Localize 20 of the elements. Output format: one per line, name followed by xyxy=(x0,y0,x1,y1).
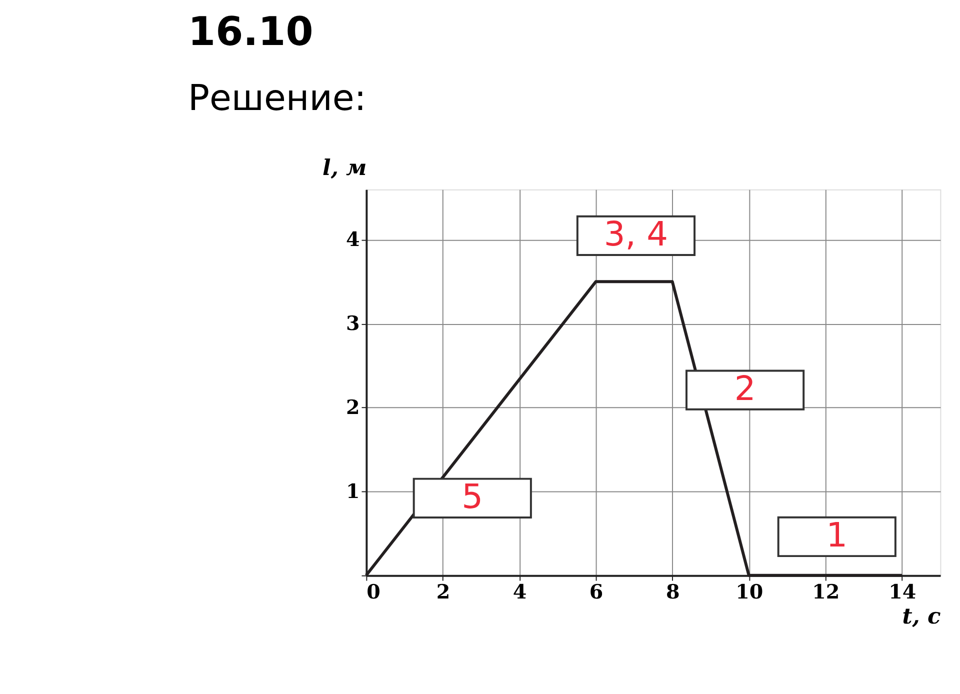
x-tick-label: 10 xyxy=(736,580,764,604)
y-tick-label: 3 xyxy=(346,311,360,336)
x-tick-label: 2 xyxy=(436,580,450,604)
x-tick-label: 12 xyxy=(812,580,840,604)
y-tick-label: 4 xyxy=(346,227,360,252)
x-tick-label: 6 xyxy=(589,580,604,604)
chart-subtitle: Решение: xyxy=(188,78,366,120)
x-tick-label: 8 xyxy=(666,580,680,604)
annotation: 3, 4 xyxy=(604,214,668,254)
x-tick-label: 14 xyxy=(888,580,916,604)
x-tick-label: 0 xyxy=(366,580,380,604)
x-tick-label: 4 xyxy=(512,580,527,604)
annotation: 2 xyxy=(734,368,756,408)
annotation: 5 xyxy=(462,477,484,516)
chart-title: 16.10 xyxy=(188,8,314,55)
annotation: 1 xyxy=(826,516,848,555)
y-axis-title: l, м xyxy=(322,156,367,182)
y-tick-label: 1 xyxy=(346,478,360,503)
y-tick-label: 2 xyxy=(346,394,360,419)
x-axis-title: t, с xyxy=(902,604,941,630)
